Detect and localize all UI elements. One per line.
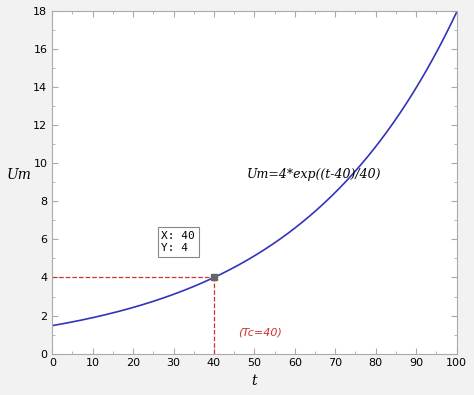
X-axis label: t: t <box>252 374 257 388</box>
Text: X: 40
Y: 4: X: 40 Y: 4 <box>162 231 195 253</box>
Y-axis label: Um: Um <box>7 168 32 182</box>
Text: Um=4*exp((t-40)/40): Um=4*exp((t-40)/40) <box>246 169 381 181</box>
Text: (Tc=40): (Tc=40) <box>238 328 282 338</box>
